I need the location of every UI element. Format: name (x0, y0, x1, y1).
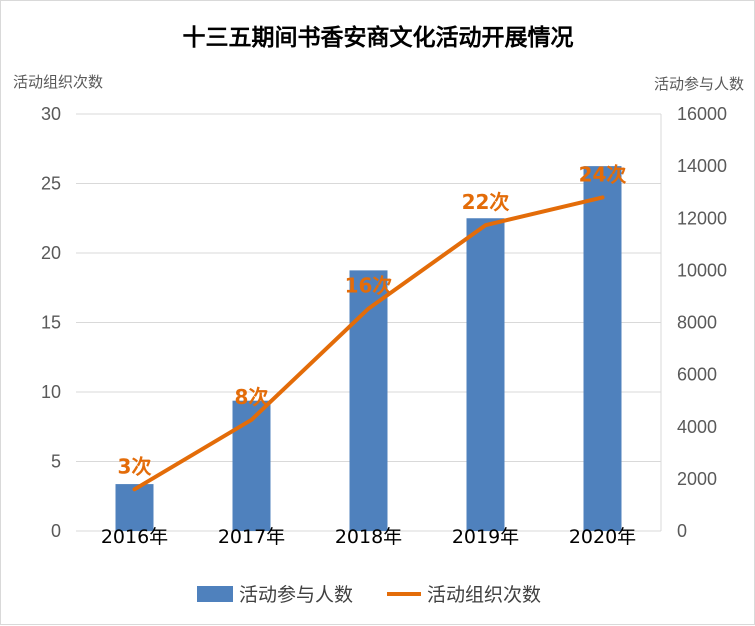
x-category-label: 2020年 (569, 526, 636, 548)
bar (466, 218, 505, 531)
y-left-tick-label: 0 (51, 521, 61, 541)
y-right-tick-label: 4000 (677, 417, 717, 437)
data-label: 24次 (579, 162, 627, 186)
legend: 活动参与人数 活动组织次数 (197, 584, 541, 606)
y-left-tick-label: 15 (41, 313, 61, 333)
y-left-tick-label: 25 (41, 174, 61, 194)
y-right-axis-title: 活动参与人数 (654, 75, 744, 93)
y-right-tick-label: 0 (677, 521, 687, 541)
data-label: 3次 (118, 454, 152, 478)
legend-swatch-bar (197, 586, 233, 602)
y-left-tick-label: 10 (41, 382, 61, 402)
y-left-tick-label: 5 (51, 452, 61, 472)
x-axis-categories: 2016年 2017年 2018年 2019年 2020年 (101, 526, 636, 548)
x-category-label: 2016年 (101, 526, 168, 548)
line-series (132, 195, 605, 492)
y-right-tick-label: 2000 (677, 469, 717, 489)
y-right-tick-label: 8000 (677, 313, 717, 333)
y-right-tick-label: 12000 (677, 208, 727, 228)
y-right-tick-label: 14000 (677, 156, 727, 176)
bar (115, 484, 154, 531)
bar (583, 166, 622, 531)
y-left-axis-title: 活动组织次数 (13, 73, 103, 91)
data-labels: 3次 8次 16次 22次 24次 (118, 162, 627, 478)
y-right-ticks: 0 2000 4000 6000 8000 10000 12000 14000 16000 (677, 104, 727, 541)
y-right-tick-label: 6000 (677, 365, 717, 385)
chart-title: 十三五期间书香安商文化活动开展情况 (183, 24, 574, 51)
bar (349, 270, 388, 531)
data-label: 22次 (462, 190, 510, 214)
bar-series (115, 166, 622, 531)
y-left-tick-label: 30 (41, 104, 61, 124)
x-category-label: 2018年 (335, 526, 402, 548)
bar (232, 400, 271, 531)
legend-label-line: 活动组织次数 (427, 584, 541, 606)
x-category-label: 2019年 (452, 526, 519, 548)
data-label: 8次 (235, 385, 269, 409)
y-right-tick-label: 10000 (677, 260, 727, 280)
y-left-ticks: 0 5 10 15 20 25 30 (41, 104, 61, 541)
y-right-tick-label: 16000 (677, 104, 727, 124)
x-category-label: 2017年 (218, 526, 285, 548)
data-label: 16次 (345, 274, 393, 298)
series-line (132, 195, 605, 492)
legend-label-bar: 活动参与人数 (239, 584, 353, 606)
y-left-tick-label: 20 (41, 243, 61, 263)
